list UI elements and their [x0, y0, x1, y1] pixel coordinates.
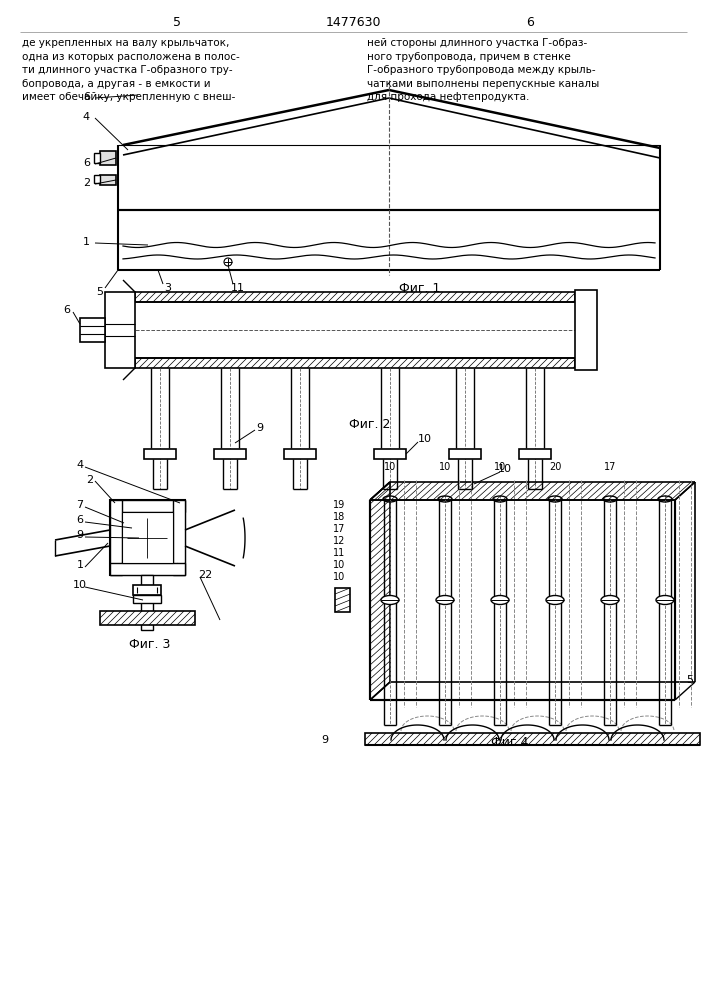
- Text: 6: 6: [83, 158, 90, 168]
- Text: 17: 17: [332, 524, 345, 534]
- Ellipse shape: [601, 595, 619, 604]
- Text: Фиг. 1: Фиг. 1: [399, 282, 440, 294]
- Bar: [110, 563, 185, 575]
- Text: 9: 9: [322, 735, 329, 745]
- Text: 9: 9: [257, 423, 264, 433]
- Text: 4: 4: [83, 112, 90, 122]
- Bar: [173, 500, 185, 575]
- Text: 10: 10: [498, 464, 512, 474]
- Text: Фиг. 3: Фиг. 3: [129, 639, 170, 652]
- Bar: [94, 153, 100, 163]
- Text: 11: 11: [333, 548, 345, 558]
- Bar: [365, 733, 700, 745]
- Text: ней стороны длинного участка Г-образ-
ного трубопровода, причем в стенке
Г-образ: ней стороны длинного участка Г-образ- но…: [367, 38, 600, 102]
- Text: 20: 20: [549, 462, 561, 472]
- Text: 10: 10: [333, 572, 345, 582]
- Bar: [214, 449, 246, 459]
- Text: 18: 18: [333, 512, 345, 522]
- Bar: [94, 175, 100, 183]
- Text: 6: 6: [526, 16, 534, 29]
- Bar: [133, 585, 161, 595]
- Ellipse shape: [436, 595, 454, 604]
- Text: Фиг 4: Фиг 4: [491, 736, 529, 750]
- Text: 10: 10: [418, 434, 432, 444]
- Text: 6: 6: [63, 305, 70, 315]
- Bar: [133, 595, 161, 603]
- Ellipse shape: [656, 595, 674, 604]
- Text: 22: 22: [198, 570, 212, 580]
- Bar: [141, 575, 153, 630]
- Bar: [80, 318, 105, 342]
- Text: 10: 10: [73, 580, 87, 590]
- Text: 6: 6: [83, 92, 90, 102]
- Bar: [144, 449, 176, 459]
- Bar: [519, 449, 551, 459]
- Bar: [135, 292, 575, 302]
- Bar: [284, 449, 316, 459]
- Bar: [110, 500, 122, 575]
- Text: 3: 3: [165, 283, 172, 293]
- Text: 2: 2: [83, 178, 90, 188]
- Bar: [122, 512, 173, 563]
- Bar: [105, 292, 135, 368]
- Bar: [135, 358, 575, 368]
- Text: 17: 17: [604, 462, 617, 472]
- Text: 10: 10: [494, 462, 506, 472]
- Bar: [100, 611, 195, 625]
- Ellipse shape: [381, 595, 399, 604]
- Ellipse shape: [546, 595, 564, 604]
- Text: 7: 7: [76, 500, 83, 510]
- Text: 10: 10: [439, 462, 451, 472]
- Text: де укрепленных на валу крыльчаток,
одна из которых расположена в полос-
ти длинн: де укрепленных на валу крыльчаток, одна …: [22, 38, 240, 102]
- Circle shape: [144, 535, 150, 541]
- Text: 1477630: 1477630: [325, 16, 381, 29]
- Bar: [575, 290, 597, 370]
- Text: 12: 12: [332, 536, 345, 546]
- Ellipse shape: [491, 595, 509, 604]
- Bar: [370, 500, 675, 700]
- Text: 11: 11: [231, 283, 245, 293]
- Text: 9: 9: [76, 530, 83, 540]
- Text: 1: 1: [76, 560, 83, 570]
- Polygon shape: [185, 518, 230, 578]
- Bar: [335, 588, 350, 612]
- Bar: [110, 500, 185, 512]
- Text: 19: 19: [333, 500, 345, 510]
- Bar: [100, 175, 116, 185]
- Text: 5: 5: [173, 16, 181, 29]
- Bar: [449, 449, 481, 459]
- Text: 2: 2: [86, 475, 93, 485]
- Text: 1: 1: [83, 237, 90, 247]
- Text: 6: 6: [76, 515, 83, 525]
- Bar: [374, 449, 406, 459]
- Bar: [110, 500, 185, 575]
- Text: 4: 4: [76, 460, 83, 470]
- Text: 5: 5: [686, 675, 694, 685]
- Text: Фиг. 2: Фиг. 2: [349, 418, 391, 432]
- Text: 10: 10: [384, 462, 396, 472]
- Text: 10: 10: [333, 560, 345, 570]
- Bar: [100, 151, 116, 165]
- Text: 5: 5: [96, 287, 103, 297]
